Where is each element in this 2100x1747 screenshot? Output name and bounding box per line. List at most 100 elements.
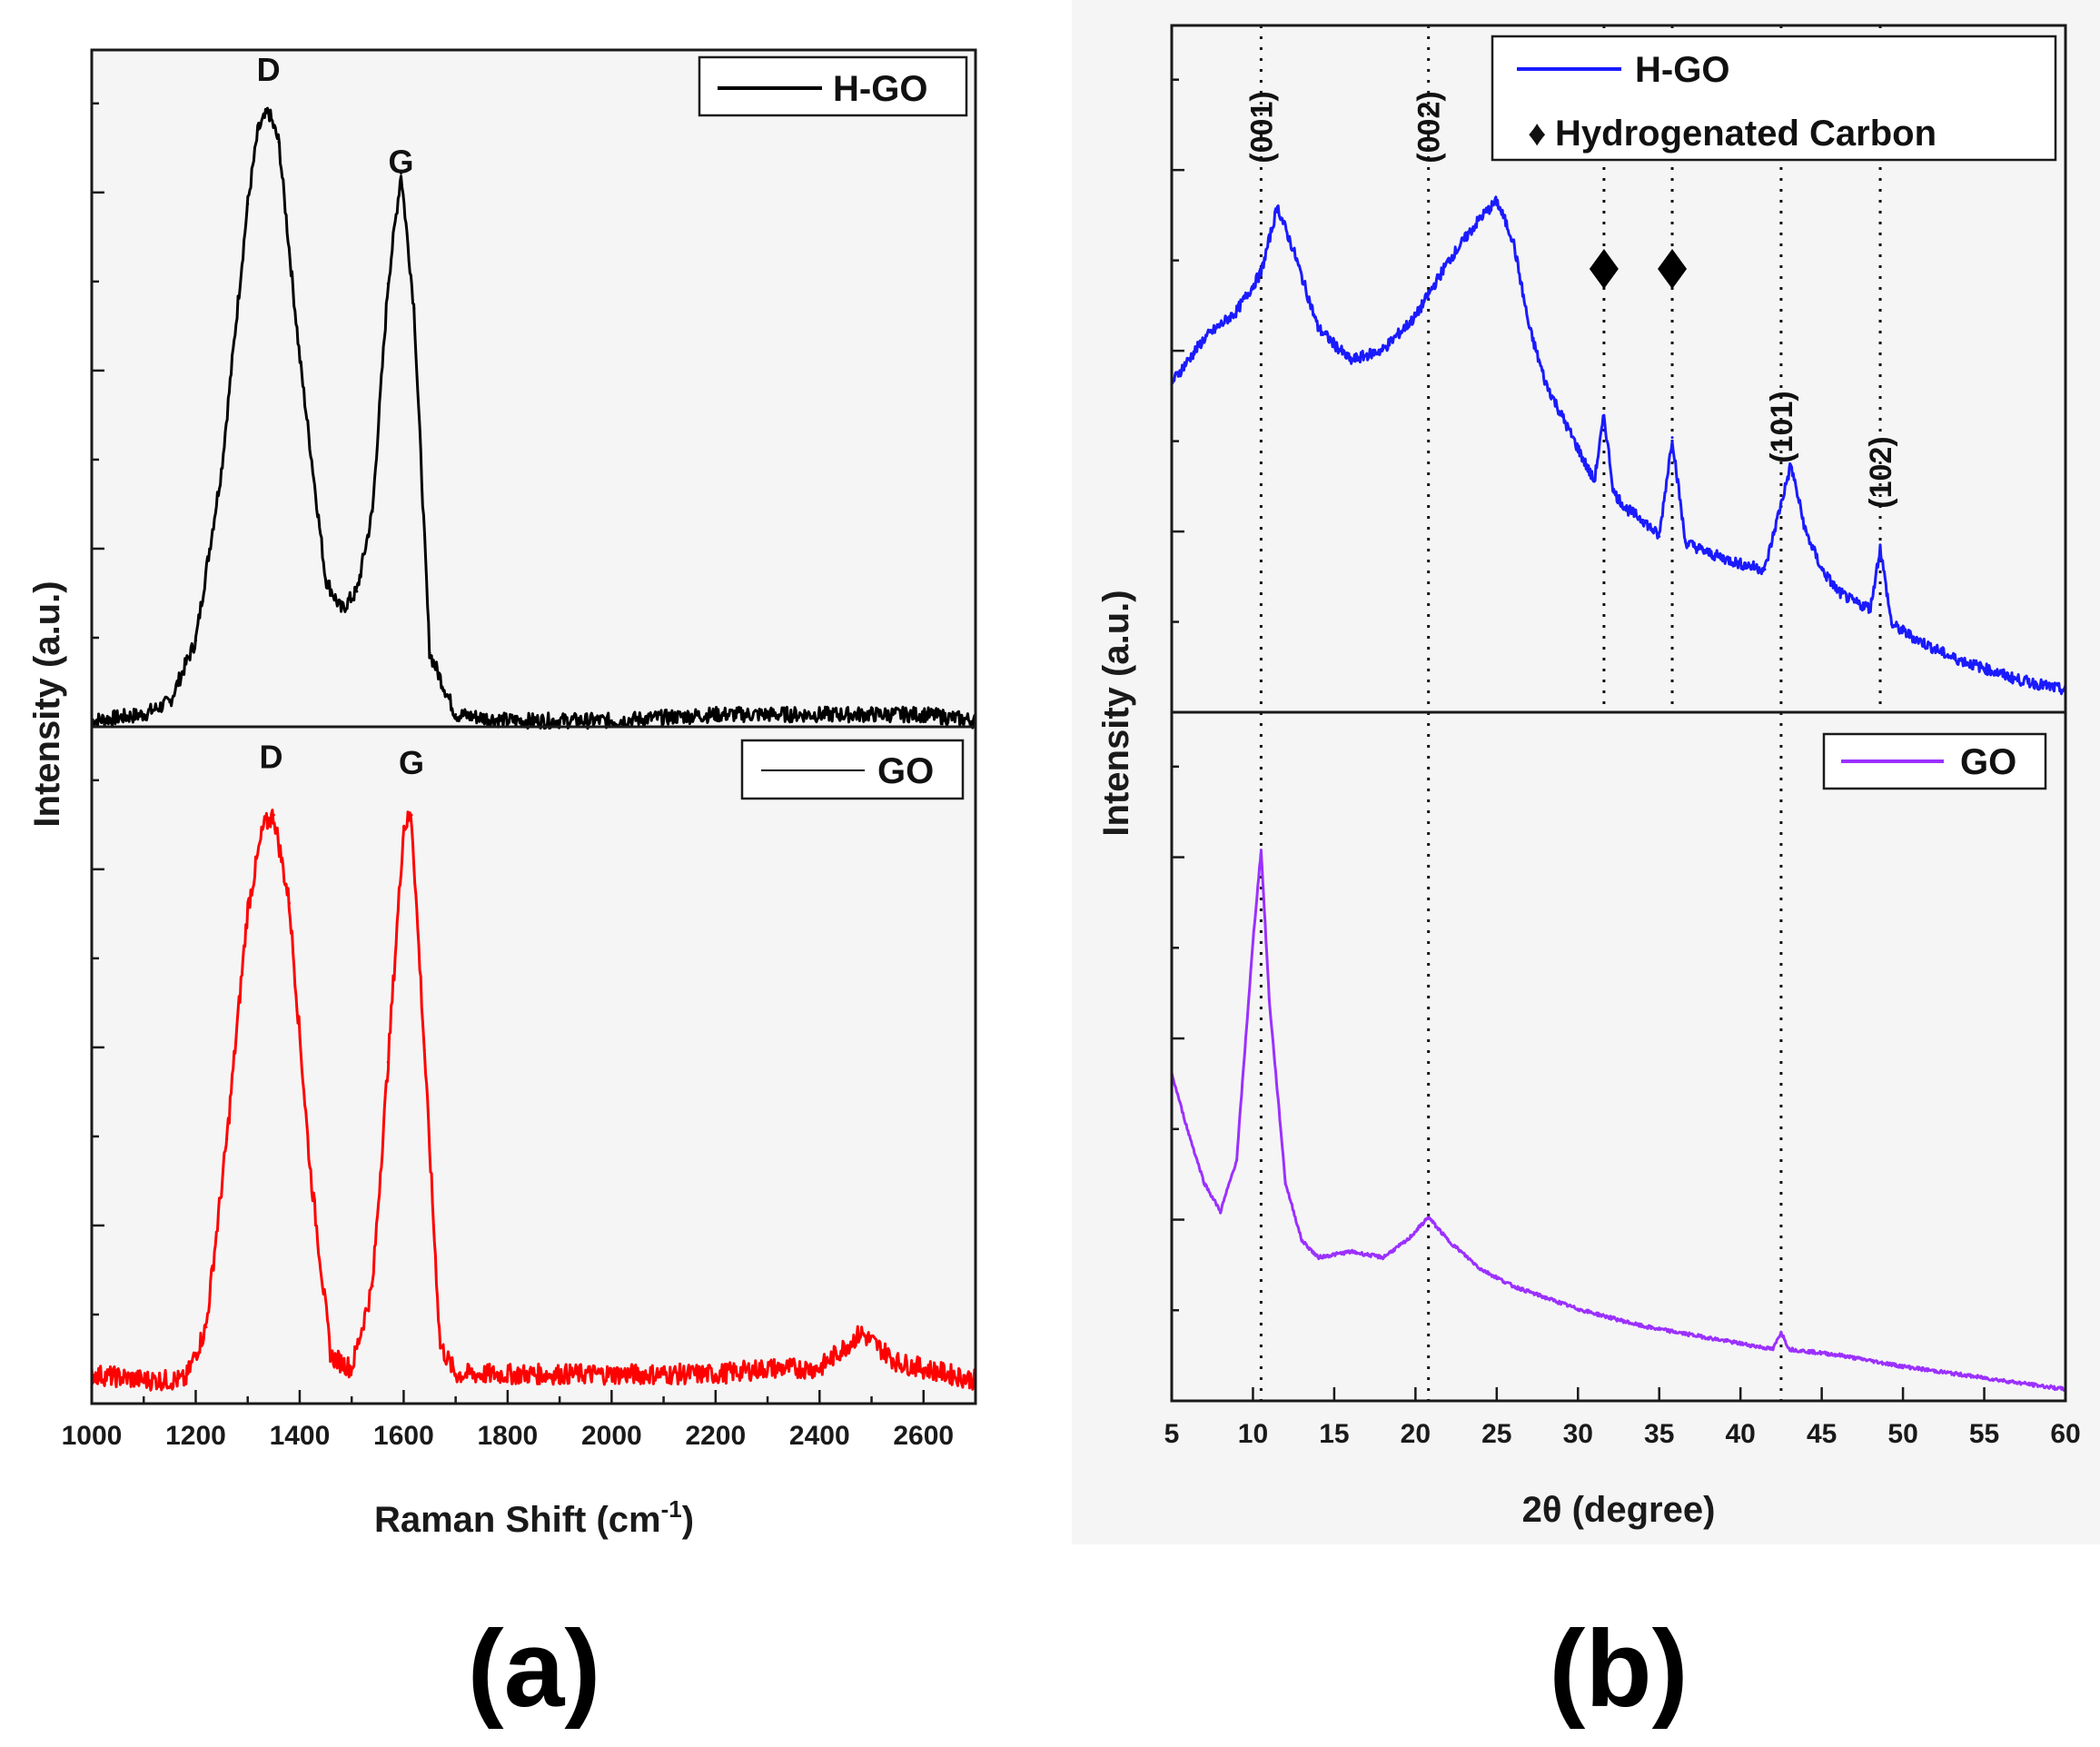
data-point: [438, 1343, 441, 1346]
data-point: [1267, 998, 1271, 1001]
raman-y-ticks: [92, 102, 104, 1316]
x-label-suffix: ): [682, 1500, 694, 1540]
data-point: [1292, 249, 1295, 253]
data-point: [1235, 1158, 1239, 1162]
data-point: [1890, 622, 1894, 626]
data-point: [1382, 1256, 1385, 1259]
data-point: [609, 719, 613, 722]
x-tick-label: 45: [1807, 1419, 1837, 1449]
data-point: [896, 1361, 899, 1365]
data-point: [1511, 238, 1515, 242]
data-point: [506, 1373, 510, 1376]
xrd-plane-labels: (001) (002) (101) (102): [1244, 91, 1898, 508]
data-point: [256, 128, 260, 132]
hydrogenated-carbon-marker: [1589, 249, 1619, 289]
data-point: [1602, 413, 1606, 417]
data-point: [1283, 1181, 1287, 1185]
data-point: [1658, 534, 1661, 538]
go-g-band-label: G: [399, 744, 424, 781]
data-point: [714, 712, 718, 716]
data-point: [1771, 1347, 1775, 1351]
data-point: [1203, 337, 1206, 341]
data-point: [1259, 271, 1263, 274]
data-point: [1427, 1216, 1431, 1219]
x-tick-label: 35: [1644, 1419, 1674, 1449]
hgo-d-band-label: D: [257, 51, 281, 88]
data-point: [1983, 1376, 1986, 1380]
data-point: [386, 1060, 390, 1064]
raman-x-axis-label: Raman Shift (cm-1): [374, 1495, 694, 1540]
data-point: [193, 639, 197, 642]
data-point: [267, 110, 271, 114]
plane-label: (002): [1412, 91, 1447, 163]
data-point: [1479, 1267, 1482, 1271]
data-point: [183, 1378, 187, 1382]
data-point: [340, 608, 343, 611]
x-tick-label: 60: [2050, 1419, 2080, 1449]
xrd-x-ticks: 5 10 15 20 25 30 35 40 45 50 55 60: [1164, 1387, 2081, 1449]
data-point: [1763, 568, 1767, 571]
data-point: [1592, 480, 1596, 483]
x-tick-label: 1600: [373, 1421, 434, 1451]
data-point: [817, 712, 821, 716]
xrd-panel: 5 10 15 20 25 30 35 40 45 50 55 60 (001) (002)(101)(…: [1072, 0, 2100, 1730]
data-point: [277, 141, 281, 144]
data-point: [400, 171, 403, 174]
data-point: [1511, 1285, 1515, 1288]
data-point: [142, 1378, 145, 1382]
data-point: [272, 813, 275, 817]
data-point: [1576, 1307, 1580, 1311]
data-point: [1543, 1295, 1547, 1299]
data-point: [766, 1366, 769, 1370]
data-point: [410, 813, 413, 817]
data-point: [422, 1048, 426, 1052]
data-point: [1738, 562, 1742, 566]
data-point: [1706, 1336, 1709, 1340]
data-point: [1837, 590, 1840, 593]
x-tick-label: 50: [1887, 1419, 1917, 1449]
data-point: [220, 467, 223, 471]
x-label-text: Raman Shift (cm: [374, 1500, 661, 1540]
data-point: [1316, 326, 1320, 330]
data-point: [1852, 601, 1856, 604]
plane-label: (101): [1765, 391, 1799, 462]
hydrogenated-carbon-markers: [1589, 249, 1688, 289]
hgo-g-band-label: G: [389, 143, 414, 180]
go-raman-legend: GO: [740, 739, 965, 800]
series-line: [1170, 195, 2067, 696]
data-point: [308, 1166, 312, 1170]
data-point: [168, 700, 172, 704]
data-point: [1300, 1238, 1303, 1242]
data-point: [1560, 413, 1563, 417]
data-point: [371, 1284, 374, 1287]
data-point: [1683, 541, 1687, 544]
data-point: [1789, 463, 1793, 467]
data-point: [1983, 667, 1986, 670]
data-point: [714, 1373, 718, 1376]
data-point: [1641, 1325, 1645, 1328]
raman-y-axis-label: Intensity (a.u.): [27, 581, 67, 827]
legend-label: GO: [1960, 742, 2016, 782]
data-point: [324, 577, 328, 581]
legend-label: H-GO: [833, 69, 927, 109]
data-point: [428, 651, 431, 655]
data-point: [1612, 491, 1616, 494]
go-raman-axes: [90, 725, 977, 1405]
data-point: [1779, 501, 1783, 505]
data-point: [350, 1366, 353, 1370]
x-tick-label: 15: [1319, 1419, 1349, 1449]
data-point: [1528, 326, 1531, 330]
xrd-y-ticks: [1172, 78, 1184, 1312]
data-point: [1259, 849, 1263, 852]
data-point: [329, 1355, 332, 1358]
series-line: [90, 106, 977, 730]
x-tick-label: 20: [1401, 1419, 1431, 1449]
data-point: [1706, 551, 1709, 555]
data-point: [246, 908, 250, 911]
data-point: [2015, 678, 2018, 681]
plane-label: (102): [1864, 436, 1898, 508]
data-point: [1479, 216, 1482, 220]
hgo-xrd-legend: H-GO ♦ Hydrogenated Carbon: [1491, 35, 2057, 162]
go-d-band-label: D: [259, 738, 282, 775]
